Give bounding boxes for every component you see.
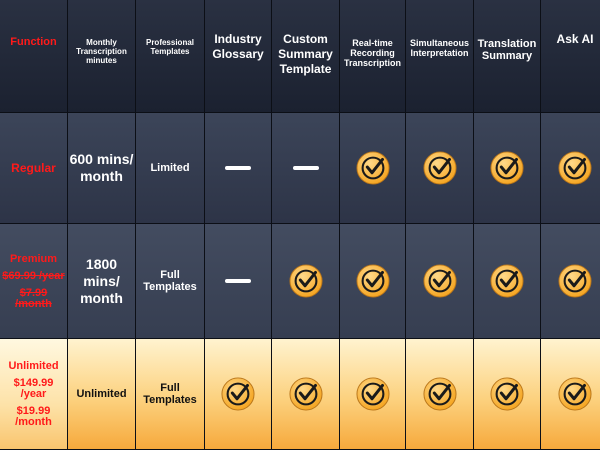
unlimited-feature-cell [406, 339, 474, 450]
plan-minutes: Unlimited [76, 387, 127, 400]
premium-feature-cell [205, 224, 272, 339]
unlimited-feature-cell [272, 339, 340, 450]
plan-premium-label: Premium $69.99 /year $7.99 /month [0, 224, 68, 339]
plan-templates: Limited [150, 162, 190, 174]
premium-feature-cell [406, 224, 474, 339]
header-function: Function [0, 0, 68, 113]
header-professional-templates: Professional Templates [136, 0, 205, 113]
price-month: $19.99 /month [15, 405, 52, 428]
checkmark-circle-icon [422, 151, 457, 185]
checkmark-circle-icon [558, 264, 592, 298]
unlimited-feature-cell [541, 339, 600, 450]
regular-feature-cell [340, 113, 406, 224]
unlimited-feature-cell [340, 339, 406, 450]
regular-feature-cell [474, 113, 541, 224]
header-simultaneous-interpretation: Simultaneous Interpretation [406, 0, 474, 113]
plan-regular-label: Regular [0, 113, 68, 224]
plan-minutes: 1800 mins/ month [80, 255, 123, 306]
premium-minutes-cell: 1800 mins/ month [68, 224, 136, 339]
unlimited-feature-cell [474, 339, 541, 450]
checkmark-circle-icon [355, 151, 390, 185]
regular-minutes-cell: 600 mins/ month [68, 113, 136, 224]
unlimited-templates-cell: Full Templates [136, 339, 205, 450]
price-month: $7.99 /month [15, 286, 52, 310]
regular-feature-cell [205, 113, 272, 224]
plan-unlimited-label: Unlimited $149.99 /year $19.99 /month [0, 339, 68, 450]
checkmark-circle-icon [558, 151, 592, 185]
premium-feature-cell [340, 224, 406, 339]
plan-name: Premium [9, 252, 58, 265]
checkmark-circle-icon [355, 377, 390, 411]
checkmark-circle-icon [288, 264, 323, 298]
premium-feature-cell [541, 224, 600, 339]
checkmark-circle-icon [490, 377, 524, 411]
price-year: $69.99 /year [2, 269, 65, 282]
premium-feature-cell [474, 224, 541, 339]
plan-minutes: 600 mins/ month [69, 151, 134, 184]
checkmark-circle-icon [490, 151, 524, 185]
header-custom-summary-template: Custom Summary Template [272, 0, 340, 113]
checkmark-circle-icon [558, 377, 592, 411]
header-translation-summary: Translation Summary [474, 0, 541, 113]
header-realtime-recording: Real-time Recording Transcription [340, 0, 406, 113]
plan-name: Unlimited [8, 360, 59, 372]
regular-feature-cell [541, 113, 600, 224]
checkmark-circle-icon [288, 377, 323, 411]
dash-icon [225, 166, 251, 170]
premium-feature-cell [272, 224, 340, 339]
checkmark-circle-icon [422, 377, 457, 411]
checkmark-circle-icon [221, 377, 255, 411]
dash-icon [292, 166, 319, 170]
regular-feature-cell [406, 113, 474, 224]
unlimited-feature-cell [205, 339, 272, 450]
checkmark-circle-icon [490, 264, 524, 298]
premium-templates-cell: Full Templates [136, 224, 205, 339]
price-year: $149.99 /year [13, 377, 54, 400]
dash-icon [225, 279, 251, 283]
unlimited-minutes-cell: Unlimited [68, 339, 136, 450]
plan-templates: Full Templates [143, 269, 197, 293]
header-industry-glossary: Industry Glossary [205, 0, 272, 113]
header-ask-ai: Ask AI [541, 0, 600, 113]
plan-templates: Full Templates [143, 382, 197, 406]
regular-templates-cell: Limited [136, 113, 205, 224]
regular-feature-cell [272, 113, 340, 224]
checkmark-circle-icon [422, 264, 457, 298]
checkmark-circle-icon [355, 264, 390, 298]
header-monthly-minutes: Monthly Transcription minutes [68, 0, 136, 113]
plan-name: Regular [11, 161, 56, 175]
